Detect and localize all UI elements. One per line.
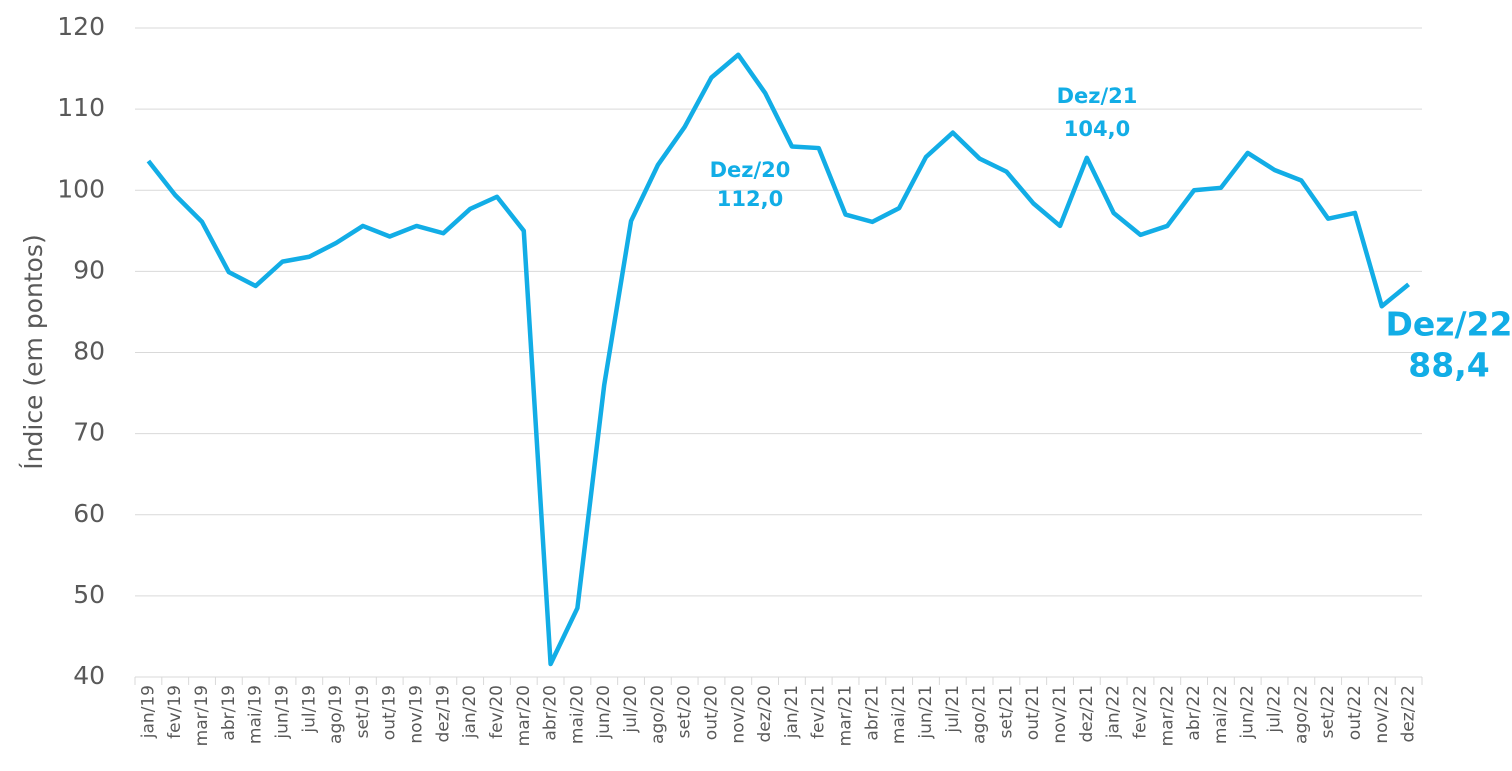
x-tick-label: out/21: [1023, 685, 1043, 740]
x-tick-label: abr/22: [1184, 685, 1204, 741]
y-tick-label: 40: [73, 661, 105, 690]
x-tick-label: mai/20: [567, 685, 587, 744]
x-tick-label: out/19: [380, 685, 400, 740]
annotation: Dez/22: [1386, 305, 1512, 344]
y-tick-label: 70: [73, 418, 105, 447]
x-tick-label: out/22: [1345, 685, 1365, 740]
x-tick-label: dez/21: [1077, 685, 1097, 743]
x-tick-label: mar/22: [1157, 685, 1177, 746]
y-tick-label: 60: [73, 499, 105, 528]
x-tick-label: jun/22: [1238, 685, 1258, 740]
x-tick-label: ago/21: [970, 685, 990, 744]
x-tick-label: set/22: [1318, 685, 1338, 738]
y-tick-label: 90: [73, 255, 105, 284]
x-tick-label: fev/21: [809, 685, 829, 739]
x-tick-label: nov/19: [407, 685, 427, 744]
x-tick-label: dez/19: [433, 685, 453, 743]
x-tick-label: set/21: [996, 685, 1016, 738]
x-tick-label: fev/19: [165, 685, 185, 739]
x-tick-label: mai/21: [889, 685, 909, 744]
x-tick-label: jul/19: [299, 685, 319, 734]
x-tick-label: jan/20: [460, 685, 480, 739]
x-tick-label: nov/22: [1372, 685, 1392, 744]
x-tick-label: jun/21: [916, 685, 936, 740]
x-tick-label: mar/21: [836, 685, 856, 746]
x-tick-label: nov/20: [728, 685, 748, 744]
y-tick-label: 80: [73, 337, 105, 366]
x-tick-label: jan/21: [782, 685, 802, 739]
x-tick-label: abr/19: [219, 685, 239, 741]
y-tick-label: 100: [57, 174, 105, 203]
x-tick-label: jul/20: [621, 685, 641, 734]
x-tick-label: mai/22: [1211, 685, 1231, 744]
x-tick-label: abr/21: [862, 685, 882, 741]
x-tick-label: set/19: [353, 685, 373, 738]
x-tick-label: fev/20: [487, 685, 507, 739]
x-tick-label: ago/22: [1291, 685, 1311, 744]
x-tick-label: out/20: [701, 685, 721, 740]
annotation: Dez/20: [710, 158, 791, 182]
x-tick-label: jun/20: [594, 685, 614, 740]
x-tick-label: dez/20: [755, 685, 775, 743]
x-tick-label: mar/20: [514, 685, 534, 746]
x-tick-label: ago/20: [648, 685, 668, 744]
annotation: 88,4: [1408, 346, 1489, 385]
line: [146, 52, 1411, 667]
y-axis-label: Índice (em pontos): [19, 234, 48, 469]
x-tick-label: jul/22: [1265, 685, 1285, 734]
x-tick-label: jul/21: [943, 685, 963, 734]
y-tick-label: 120: [57, 12, 105, 41]
y-tick-label: 110: [57, 93, 105, 122]
annotation: Dez/21: [1057, 84, 1138, 108]
x-tick-label: dez/22: [1399, 685, 1419, 743]
x-tick-label: jun/19: [272, 685, 292, 740]
x-tick-label: jan/19: [138, 685, 158, 739]
annotation: 112,0: [717, 187, 783, 211]
x-tick-label: ago/19: [326, 685, 346, 744]
x-tick-label: abr/20: [541, 685, 561, 741]
x-tick-label: jan/22: [1104, 685, 1124, 739]
x-tick-label: fev/22: [1130, 685, 1150, 739]
x-tick-label: nov/21: [1050, 685, 1070, 744]
x-tick-label: mar/19: [192, 685, 212, 746]
x-tick-label: mai/19: [246, 685, 266, 744]
y-tick-label: 50: [73, 580, 105, 609]
annotation: 104,0: [1064, 117, 1130, 141]
x-tick-label: set/20: [675, 685, 695, 738]
